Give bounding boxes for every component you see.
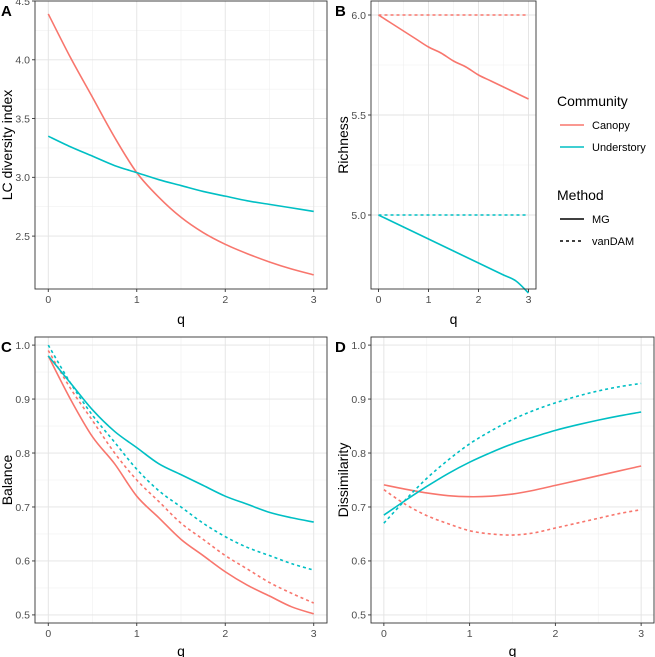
x-tick-label: 3 xyxy=(638,628,644,640)
panel-c-border xyxy=(34,336,328,624)
panel-d-grid xyxy=(371,337,654,623)
panel-c-series xyxy=(47,344,315,615)
legend-mg-label: MG xyxy=(592,214,610,226)
y-tick-label: 0.8 xyxy=(351,448,366,460)
y-tick-label: 1.0 xyxy=(351,340,366,352)
y-tick-label: 0.7 xyxy=(351,502,366,514)
x-tick-label: 2 xyxy=(476,294,482,306)
panel-b: 0 1 2 3 5.0 5.5 6.0 q Richness B xyxy=(335,0,537,327)
panel-b-ylabel: Richness xyxy=(335,116,351,174)
x-tick-label: 3 xyxy=(311,294,317,306)
y-tick-label: 5.5 xyxy=(351,110,366,122)
y-tick-label: 0.8 xyxy=(15,448,30,460)
x-tick-label: 2 xyxy=(222,628,228,640)
y-tick-label: 0.5 xyxy=(15,610,30,622)
legend-vandam-label: vanDAM xyxy=(592,236,634,248)
legend: Community Canopy Understory Method MG va… xyxy=(557,93,646,248)
y-tick-label: 3.0 xyxy=(15,172,30,184)
panel-a-ylabel: LC diversity index xyxy=(0,90,15,201)
x-tick-label: 1 xyxy=(134,294,140,306)
panel-d-series xyxy=(383,382,642,536)
panel-d: 0 1 2 3 0.5 0.6 0.7 0.8 0.9 1.0 q Dissimilarity D xyxy=(335,336,655,657)
panel-d-ylabel: Dissimilarity xyxy=(335,443,351,518)
panel-a-series xyxy=(47,13,314,276)
y-tick-label: 5.0 xyxy=(351,210,366,222)
line-understory-vandam xyxy=(383,382,642,524)
line-canopy-mg xyxy=(378,14,529,100)
x-tick-label: 1 xyxy=(134,628,140,640)
y-tick-label: 0.9 xyxy=(351,394,366,406)
y-tick-label: 0.5 xyxy=(351,610,366,622)
x-tick-label: 0 xyxy=(45,628,51,640)
y-tick-label: 2.5 xyxy=(15,231,30,243)
panel-d-label: D xyxy=(335,339,346,356)
x-tick-label: 3 xyxy=(526,294,532,306)
line-understory-mg xyxy=(383,411,642,516)
panel-a-grid xyxy=(35,0,327,289)
line-canopy-mg xyxy=(47,13,314,276)
line-understory-mg xyxy=(47,355,314,523)
panel-d-xlabel: q xyxy=(509,643,517,657)
y-tick-label: 3.5 xyxy=(15,113,30,125)
y-tick-label: 0.7 xyxy=(15,502,30,514)
legend-community-title: Community xyxy=(557,93,628,109)
y-tick-label: 0.6 xyxy=(351,556,366,568)
x-tick-label: 1 xyxy=(426,294,432,306)
y-tick-label: 1.0 xyxy=(15,340,30,352)
panel-c-ylabel: Balance xyxy=(0,454,15,505)
x-tick-label: 3 xyxy=(311,628,317,640)
panel-c-xlabel: q xyxy=(177,643,185,657)
panel-a-xlabel: q xyxy=(177,311,185,327)
line-understory-mg xyxy=(378,214,530,294)
panel-c: 0 1 2 3 0.5 0.6 0.7 0.8 0.9 1.0 q Balance C xyxy=(0,336,328,657)
panel-b-label: B xyxy=(335,3,346,20)
line-canopy-vandam xyxy=(47,350,315,604)
x-tick-label: 0 xyxy=(376,294,382,306)
x-tick-label: 2 xyxy=(222,294,228,306)
x-tick-label: 0 xyxy=(381,628,387,640)
panel-b-xlabel: q xyxy=(450,311,458,327)
line-canopy-mg xyxy=(383,465,642,498)
legend-understory-label: Understory xyxy=(592,142,646,154)
panel-b-border xyxy=(370,0,537,290)
legend-method-title: Method xyxy=(557,187,604,203)
y-tick-label: 0.9 xyxy=(15,394,30,406)
line-canopy-mg xyxy=(47,355,314,615)
y-tick-label: 6.0 xyxy=(351,10,366,22)
panel-a-border xyxy=(34,0,328,290)
panel-c-label: C xyxy=(1,339,12,356)
panel-d-border xyxy=(370,336,655,624)
panel-a-label: A xyxy=(1,3,12,20)
y-tick-label: 4.0 xyxy=(15,55,30,67)
line-understory-mg xyxy=(47,135,314,213)
line-canopy-vandam xyxy=(383,489,642,536)
panel-b-series xyxy=(378,14,530,294)
x-tick-label: 2 xyxy=(552,628,558,640)
legend-canopy-label: Canopy xyxy=(592,120,630,132)
panel-a: 0 1 2 3 2.5 3.0 3.5 4.0 4.5 q LC diversity index A xyxy=(0,0,328,327)
x-tick-label: 0 xyxy=(45,294,51,306)
x-tick-label: 1 xyxy=(467,628,473,640)
line-understory-vandam xyxy=(47,344,314,571)
y-tick-label: 0.6 xyxy=(15,556,30,568)
y-tick-label: 4.5 xyxy=(15,0,30,8)
